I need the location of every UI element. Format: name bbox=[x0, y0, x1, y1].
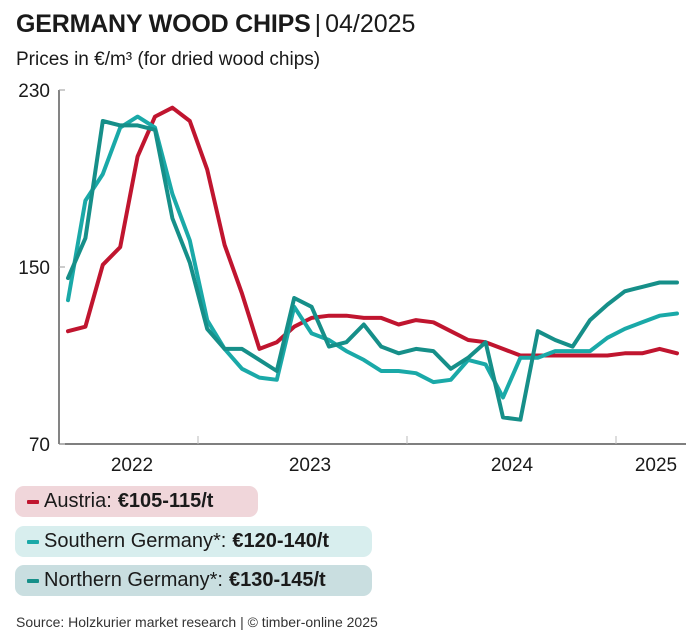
legend-item-northern-germany: Northern Germany*: €130-145/t bbox=[15, 565, 372, 596]
title-date: 04/2025 bbox=[325, 10, 416, 38]
legend-item-austria: Austria: €105-115/t bbox=[15, 486, 258, 517]
legend-item-southern-germany: Southern Germany*: €120-140/t bbox=[15, 526, 372, 557]
chart-title: GERMANY WOOD CHIPS | 04/2025 bbox=[16, 9, 415, 39]
legend-label-northern-germany: Northern Germany*: bbox=[44, 569, 223, 591]
series-line-northern-germany bbox=[66, 119, 679, 422]
x-tick-label: 2023 bbox=[289, 455, 331, 476]
chart-lines bbox=[66, 105, 679, 422]
legend-swatch-austria-icon bbox=[27, 499, 39, 504]
x-tick-label: 2022 bbox=[111, 455, 153, 476]
legend-swatch-northern-icon bbox=[27, 578, 39, 583]
chart-axes: 70 150 230 2022 2023 2024 2025 bbox=[18, 81, 686, 476]
title-main: GERMANY WOOD CHIPS bbox=[16, 10, 311, 38]
y-tick-label: 150 bbox=[18, 258, 50, 279]
source-note: Source: Holzkurier market research | © t… bbox=[16, 614, 378, 630]
legend-swatch-southern-icon bbox=[27, 539, 39, 544]
legend-range-northern-germany: €130-145/t bbox=[228, 569, 326, 591]
x-tick-label: 2025 bbox=[635, 455, 677, 476]
x-tick-label: 2024 bbox=[491, 455, 534, 476]
line-chart: 70 150 230 2022 2023 2024 2025 bbox=[18, 81, 686, 476]
legend-range-southern-germany: €120-140/t bbox=[232, 530, 330, 552]
y-tick-label: 70 bbox=[29, 435, 50, 456]
series-line-southern-germany bbox=[66, 114, 679, 400]
y-tick-label: 230 bbox=[18, 81, 50, 102]
legend-label-southern-germany: Southern Germany*: bbox=[44, 530, 227, 552]
title-separator: | bbox=[314, 10, 322, 38]
legend-label-austria: Austria: bbox=[44, 490, 112, 512]
series-line-austria bbox=[66, 105, 679, 358]
chart-subtitle: Prices in €/m³ (for dried wood chips) bbox=[16, 49, 321, 70]
legend-range-austria: €105-115/t bbox=[117, 490, 214, 512]
